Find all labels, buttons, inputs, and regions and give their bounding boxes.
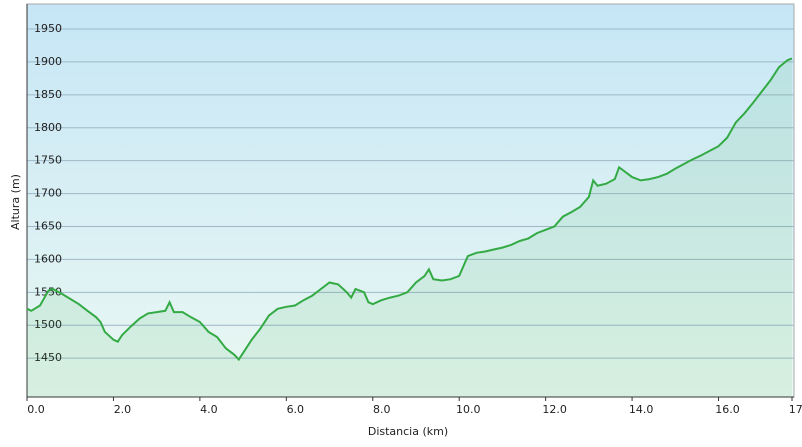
x-tick-label: 6.0: [287, 403, 305, 416]
x-tick-label: 10.0: [456, 403, 481, 416]
x-tick-label: 17.7: [789, 403, 802, 416]
y-tick-label: 1600: [34, 252, 62, 265]
y-tick-label: 1500: [34, 318, 62, 331]
elevation-line: [26, 57, 793, 362]
plot-area: [26, 3, 795, 398]
y-tick-label: 1950: [34, 22, 62, 35]
x-tick-label: 4.0: [200, 403, 218, 416]
x-tick-label: 12.0: [542, 403, 567, 416]
y-tick-label: 1700: [34, 187, 62, 200]
y-tick-label: 1900: [34, 55, 62, 68]
y-tick-label: 1750: [34, 154, 62, 167]
x-tick-label: 0.0: [27, 403, 45, 416]
x-tick-label: 2.0: [114, 403, 132, 416]
x-axis-label: Distancia (km): [368, 425, 448, 438]
area-fill: [27, 58, 792, 397]
y-tick-label: 1850: [34, 88, 62, 101]
x-tick-label: 16.0: [715, 403, 740, 416]
y-tick-label: 1650: [34, 220, 62, 233]
x-tick-label: 8.0: [373, 403, 391, 416]
x-tick-label: 14.0: [629, 403, 654, 416]
y-tick-label: 1800: [34, 121, 62, 134]
y-tick-label: 1450: [34, 351, 62, 364]
y-axis-label: Altura (m): [9, 174, 22, 230]
